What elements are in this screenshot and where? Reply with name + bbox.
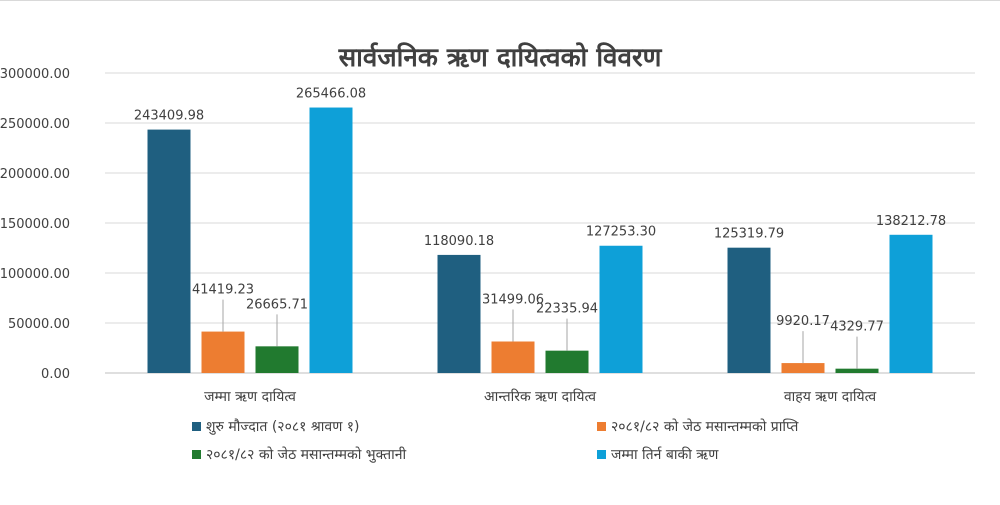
- bar: [781, 363, 825, 373]
- bar: [835, 368, 879, 373]
- bar: [599, 245, 643, 373]
- data-label: 9920.17: [776, 314, 830, 329]
- legend-label: २०८१/८२ को जेठ मसान्तम्मको प्राप्ति: [611, 418, 799, 435]
- legend-swatch: [192, 450, 201, 459]
- data-label: 265466.08: [296, 87, 366, 102]
- bar: [545, 350, 589, 373]
- y-tick-label: 150000.00: [0, 217, 70, 232]
- bar: [255, 346, 299, 373]
- data-label: 26665.71: [246, 297, 308, 312]
- y-tick-label: 200000.00: [0, 167, 70, 182]
- data-label: 22335.94: [536, 302, 598, 317]
- legend-label: शुरु मौज्दात (२०८१ श्रावण १): [206, 418, 360, 435]
- y-tick-label: 250000.00: [0, 117, 70, 132]
- data-label: 127253.30: [586, 225, 656, 240]
- bar: [147, 129, 191, 373]
- category-label: जम्मा ऋण दायित्व: [204, 388, 296, 405]
- chart-title: सार्वजनिक ऋण दायित्वको विवरण: [338, 42, 663, 73]
- data-label: 125319.79: [714, 227, 784, 242]
- y-tick-label: 50000.00: [8, 317, 70, 332]
- legend-label: २०८१/८२ को जेठ मसान्तम्मको भुक्तानी: [206, 446, 407, 463]
- legend-swatch: [192, 422, 201, 431]
- bar: [727, 247, 771, 373]
- legend-swatch: [597, 422, 606, 431]
- data-label: 118090.18: [424, 234, 494, 249]
- category-label: आन्तरिक ऋण दायित्व: [484, 388, 596, 405]
- y-tick-label: 0.00: [41, 367, 70, 382]
- y-tick-label: 300000.00: [0, 67, 70, 82]
- data-label: 138212.78: [876, 214, 946, 229]
- category-label: वाहय ऋण दायित्व: [784, 388, 876, 405]
- bar: [491, 341, 535, 373]
- data-label: 41419.23: [192, 283, 254, 298]
- bar: [201, 331, 245, 373]
- legend-swatch: [597, 450, 606, 459]
- data-label: 31499.06: [482, 293, 544, 308]
- legend-label: जम्मा तिर्न बाकी ऋण: [611, 446, 719, 463]
- data-label: 4329.77: [830, 320, 884, 335]
- y-tick-label: 100000.00: [0, 267, 70, 282]
- bar: [437, 254, 481, 373]
- data-label: 243409.98: [134, 109, 204, 124]
- bar: [309, 107, 353, 373]
- bar: [889, 234, 933, 373]
